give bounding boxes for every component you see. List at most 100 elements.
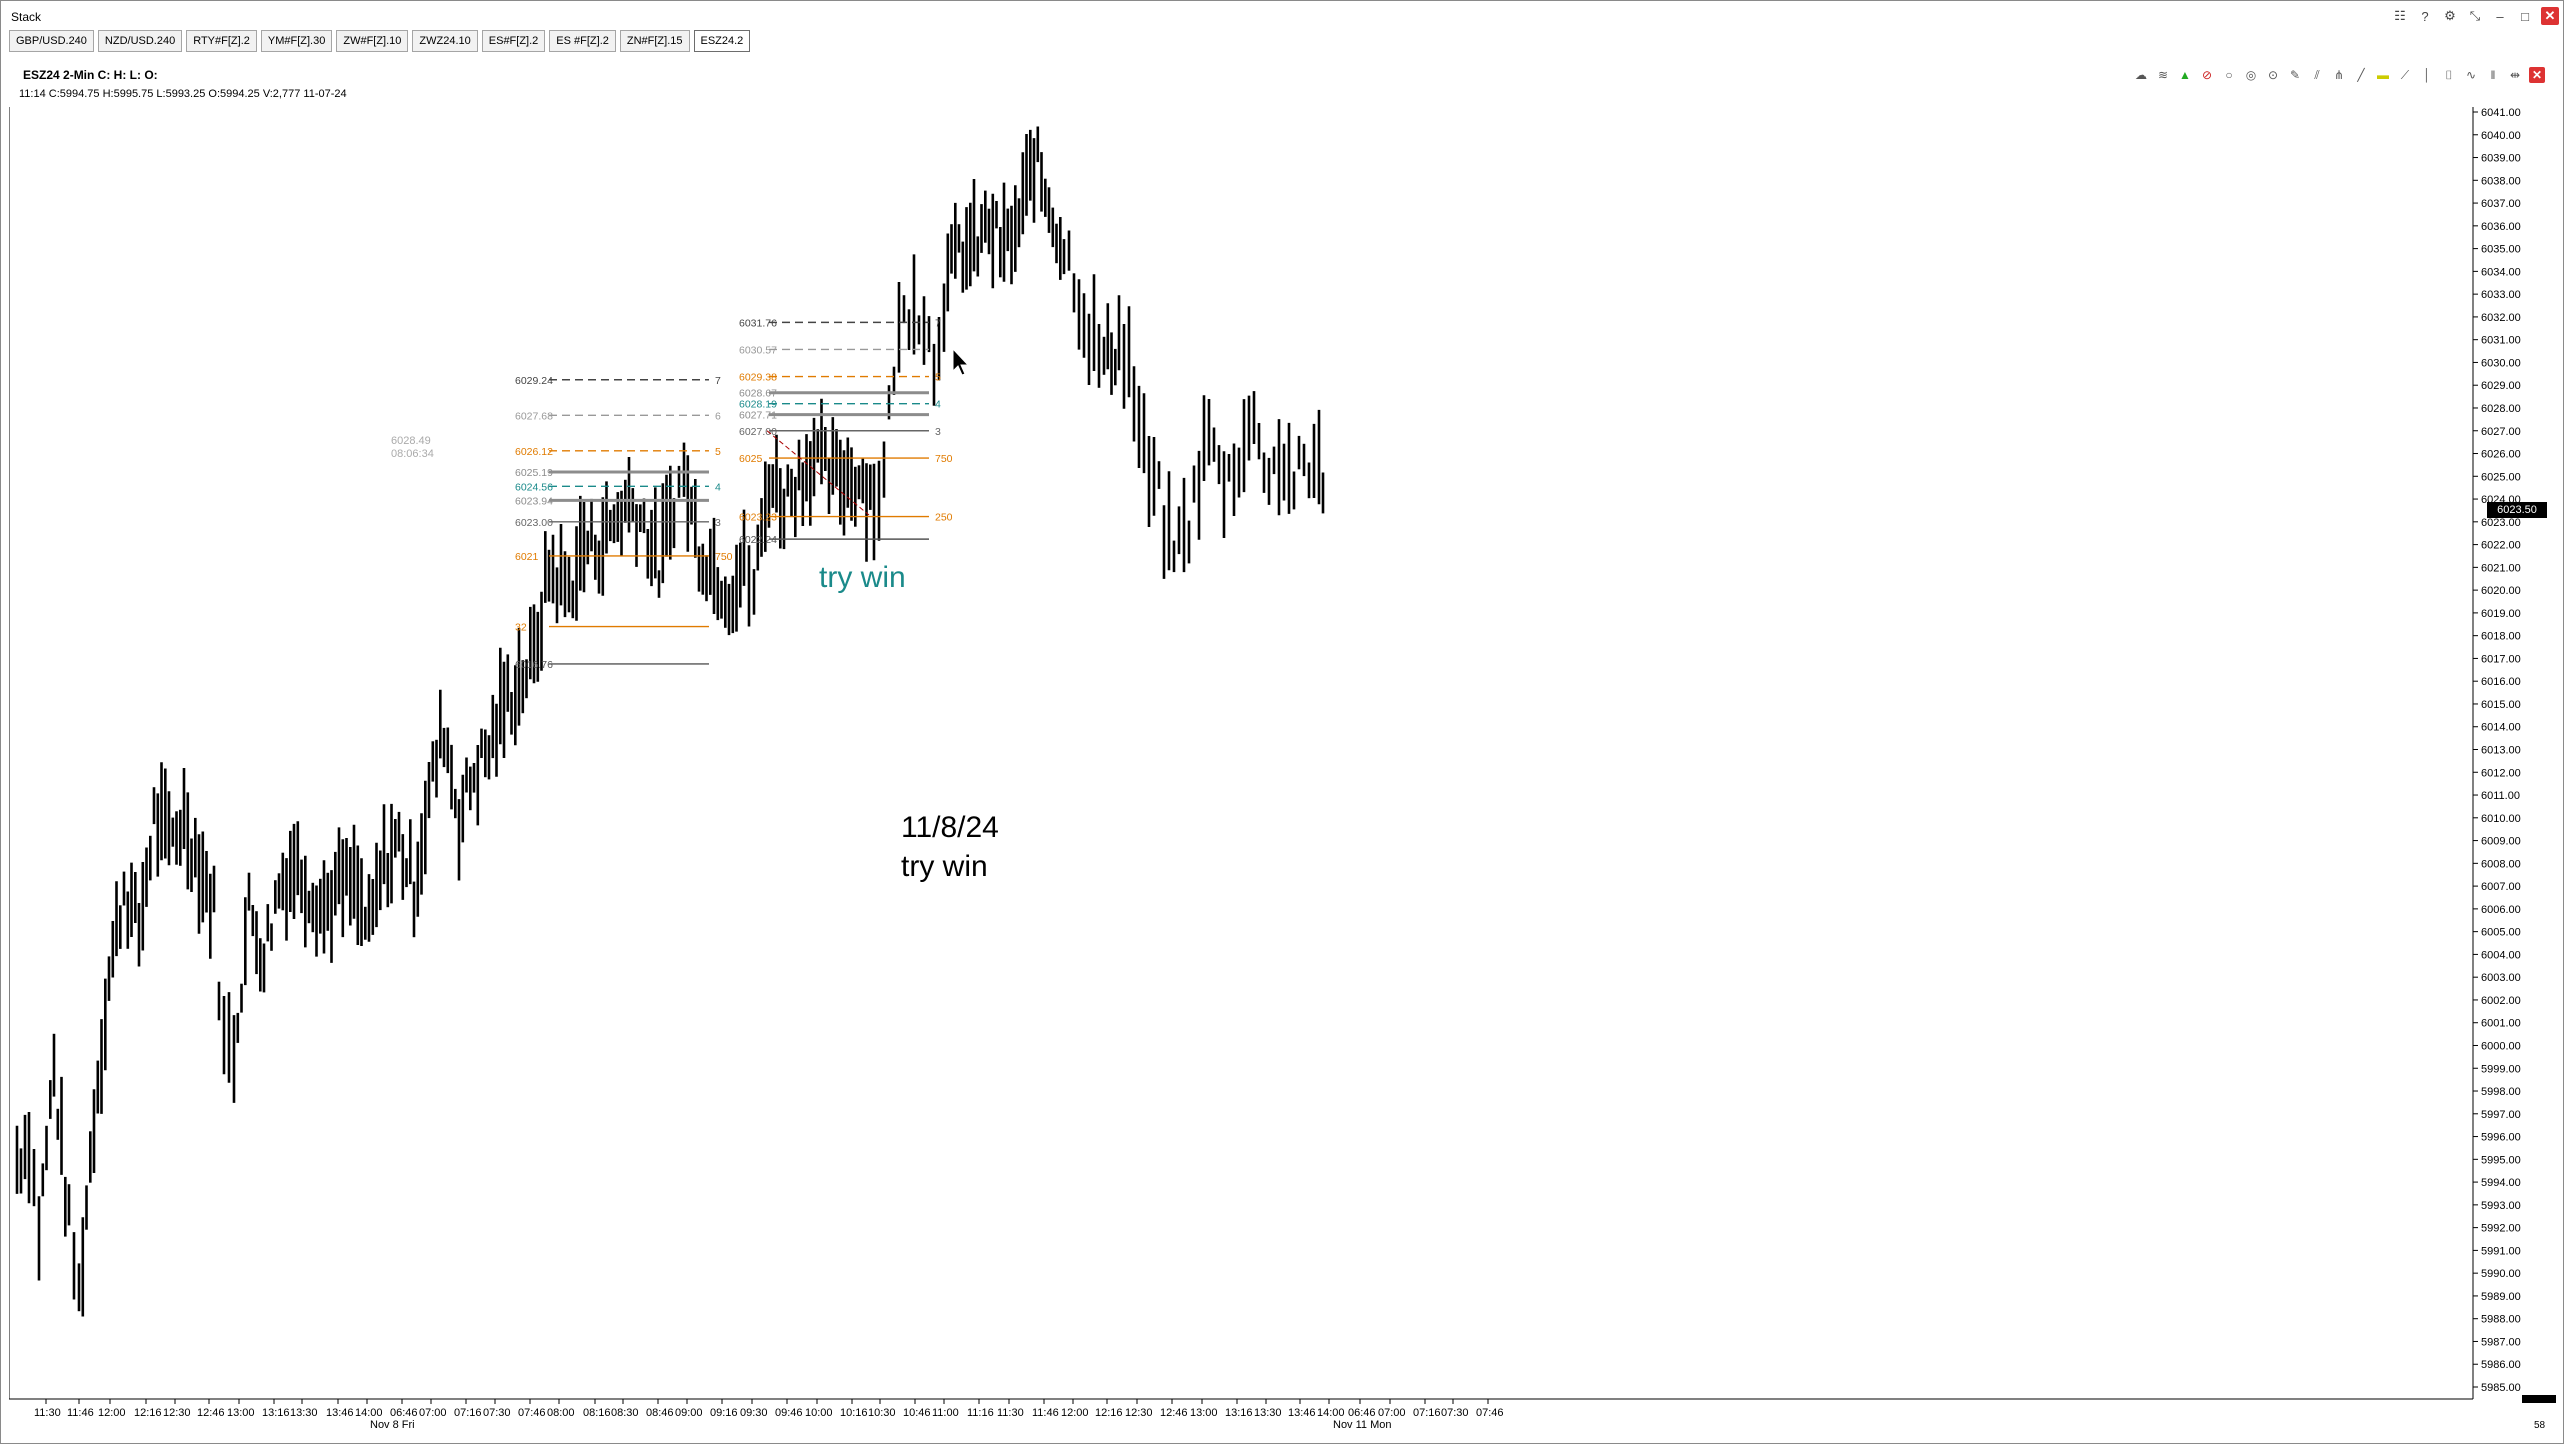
split-icon[interactable]: ⇹	[2509, 68, 2521, 82]
wave-icon[interactable]: ≋	[2157, 68, 2169, 82]
price-label: 5993.00	[2481, 1200, 2521, 1212]
tab-5[interactable]: ZWZ24.10	[412, 30, 478, 52]
time-label: 12:30	[1125, 1407, 1153, 1419]
time-label: 11:16	[967, 1407, 994, 1419]
date-label: Nov 8 Fri	[370, 1419, 415, 1431]
lines-icon[interactable]: ⫽	[2314, 67, 2320, 82]
tree-icon[interactable]: ▲	[2179, 68, 2191, 82]
time-label: 13:30	[1254, 1407, 1282, 1419]
box2-level-tag: 250	[935, 512, 953, 524]
time-label: 11:46	[67, 1407, 94, 1419]
box2-level-label: 6029.38	[739, 372, 777, 384]
box1-level-tag: 750	[715, 551, 733, 563]
time-label: 10:46	[903, 1407, 931, 1419]
title-bar: Stack ☷ ? ⚙ ⤡ – □ ✕	[1, 1, 2563, 27]
note-date-annotation: 11/8/24	[901, 811, 999, 844]
help-icon[interactable]: ?	[2421, 8, 2429, 24]
tab-7[interactable]: ES #F[Z].2	[549, 30, 616, 52]
price-label: 6036.00	[2481, 221, 2521, 233]
time-label: 09:00	[675, 1407, 703, 1419]
time-label: 11:30	[34, 1407, 61, 1419]
box2-level-tag: 3	[935, 426, 941, 438]
tab-1[interactable]: NZD/USD.240	[97, 30, 183, 52]
time-label: 06:46	[1348, 1407, 1376, 1419]
price-chart[interactable]: 6041.00 6040.00 6039.00 6038.00 6037.00 6036.…	[9, 59, 2557, 1439]
time-label: 14:00	[355, 1407, 383, 1419]
properties-icon[interactable]: ☷	[2394, 8, 2406, 23]
price-label: 6011.00	[2481, 790, 2520, 802]
ring-icon[interactable]: ◎	[2245, 68, 2257, 82]
time-label: 06:46	[390, 1407, 418, 1419]
price-label: 5988.00	[2481, 1314, 2521, 1326]
brush-icon[interactable]: ╱	[2357, 68, 2365, 82]
tab-4[interactable]: ZW#F[Z].10	[336, 30, 409, 52]
price-label: 6021.00	[2481, 562, 2521, 574]
tab-9[interactable]: ESZ24.2	[693, 30, 751, 52]
box1-level-label: 6016.76	[515, 659, 553, 671]
note-text-annotation: try win	[901, 850, 988, 883]
time-label: 13:00	[227, 1407, 255, 1419]
minimize-icon[interactable]: –	[2496, 8, 2504, 24]
maximize-icon[interactable]: □	[2521, 8, 2529, 24]
no-icon[interactable]: ⊘	[2201, 68, 2213, 82]
time-label: 13:46	[1288, 1407, 1316, 1419]
box1-level-label: 6024.56	[515, 481, 553, 493]
price-label: 5997.00	[2481, 1109, 2521, 1121]
time-label: 12:00	[1061, 1407, 1089, 1419]
price-label: 6014.00	[2481, 722, 2521, 734]
pen-icon[interactable]: ✎	[2289, 68, 2301, 82]
price-label: 5998.00	[2481, 1086, 2521, 1098]
price-label: 6033.00	[2481, 289, 2521, 301]
tab-6[interactable]: ES#F[Z].2	[481, 30, 546, 52]
ohlc-readout: 11:14 C:5994.75 H:5995.75 L:5993.25 O:59…	[19, 88, 347, 100]
tab-0[interactable]: GBP/USD.240	[9, 30, 94, 52]
time-label: 07:16	[1413, 1407, 1441, 1419]
price-label: 6040.00	[2481, 130, 2521, 142]
close-toolbar-icon[interactable]: ✕	[2529, 67, 2545, 83]
price-label: 5985.00	[2481, 1382, 2521, 1394]
tab-8[interactable]: ZN#F[Z].15	[619, 30, 690, 52]
price-label: 5992.00	[2481, 1223, 2521, 1235]
cloud-icon[interactable]: ☁	[2135, 68, 2147, 82]
price-label: 6003.00	[2481, 972, 2521, 984]
pin-icon[interactable]: ⤡	[2469, 8, 2481, 23]
fork-icon[interactable]: ⋔	[2333, 68, 2345, 82]
box1-level-tag: 6	[715, 410, 721, 422]
box1-level-tag: 3	[715, 517, 721, 529]
box1-level-label: 6025.19	[515, 467, 553, 479]
time-label: 09:46	[775, 1407, 803, 1419]
vline-icon[interactable]: │	[2423, 68, 2431, 82]
trend-icon[interactable]: ⟋	[2400, 67, 2410, 82]
circle-icon[interactable]: ○	[2225, 68, 2233, 82]
pipes-icon[interactable]: ‖	[2490, 68, 2496, 82]
time-label: 11:46	[1032, 1407, 1059, 1419]
time-label: 10:16	[840, 1407, 868, 1419]
price-label: 5989.00	[2481, 1291, 2521, 1303]
tab-3[interactable]: YM#F[Z].30	[260, 30, 333, 52]
time-label: 07:46	[1476, 1407, 1504, 1419]
target-icon[interactable]: ⊙	[2267, 68, 2279, 82]
corner-label: 58	[2534, 1420, 2546, 1431]
box1-level-label: 6026.12	[515, 446, 553, 458]
price-label: 6041.00	[2481, 107, 2521, 119]
stick-icon[interactable]: ⌷	[2445, 67, 2453, 82]
price-label: 5986.00	[2481, 1359, 2521, 1371]
close-icon[interactable]: ✕	[2541, 7, 2559, 25]
price-label: 6026.00	[2481, 449, 2521, 461]
rect-icon[interactable]: ▬	[2377, 68, 2389, 82]
price-label: 6034.00	[2481, 266, 2521, 278]
window-controls: ☷ ? ⚙ ⤡ – □ ✕	[2391, 7, 2559, 25]
price-label: 6007.00	[2481, 881, 2521, 893]
box1-level-label: 6023.00	[515, 517, 553, 529]
box2-level-tag: 7	[935, 317, 941, 329]
settings-icon[interactable]: ⚙	[2444, 8, 2456, 23]
price-label: 5994.00	[2481, 1177, 2521, 1189]
tilde-icon[interactable]: ∿	[2465, 68, 2477, 82]
price-label: 6008.00	[2481, 858, 2521, 870]
time-label: 08:00	[547, 1407, 575, 1419]
tab-2[interactable]: RTY#F[Z].2	[186, 30, 257, 52]
price-label: 6015.00	[2481, 699, 2521, 711]
price-label: 5999.00	[2481, 1063, 2521, 1075]
projection-line	[766, 430, 870, 516]
time-label: 09:16	[710, 1407, 738, 1419]
